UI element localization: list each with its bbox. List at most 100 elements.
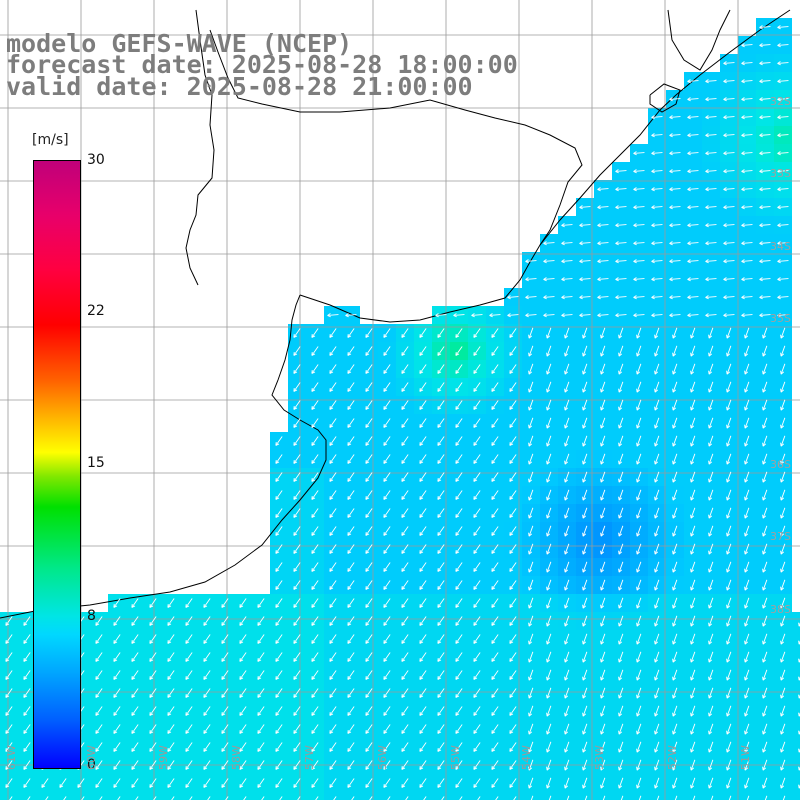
- wind-arrow: [708, 435, 714, 447]
- wind-arrow: [203, 688, 211, 698]
- wind-arrow: [759, 133, 771, 138]
- speed-cell: [144, 792, 162, 800]
- wind-arrow: [744, 741, 750, 753]
- wind-arrow: [579, 295, 591, 300]
- wind-arrow: [491, 778, 499, 788]
- wind-arrow: [401, 652, 409, 662]
- wind-arrow: [509, 634, 517, 644]
- wind-arrow: [618, 345, 624, 357]
- wind-arrow: [131, 724, 139, 734]
- wind-arrow: [437, 562, 445, 572]
- wind-arrow: [95, 634, 103, 644]
- wind-arrow: [239, 760, 247, 770]
- wind-arrow: [473, 346, 481, 356]
- wind-arrow: [383, 652, 391, 662]
- wind-arrow: [654, 705, 660, 717]
- speed-cell: [378, 792, 396, 800]
- wind-arrow: [672, 489, 678, 501]
- lat-label: 36S: [770, 458, 791, 471]
- wind-arrow: [546, 453, 552, 465]
- wind-arrow: [669, 205, 681, 210]
- wind-arrow: [618, 741, 624, 753]
- wind-arrow: [113, 778, 121, 788]
- wind-arrow: [741, 241, 753, 246]
- wind-arrow: [509, 328, 517, 338]
- wind-arrow: [513, 796, 517, 800]
- wind-arrow: [687, 133, 699, 138]
- wind-arrow: [561, 223, 573, 228]
- wind-arrow: [618, 669, 624, 681]
- wind-arrow: [455, 382, 463, 392]
- speed-cell: [126, 792, 144, 800]
- wind-arrow: [651, 151, 663, 156]
- wind-arrow: [633, 241, 645, 246]
- wind-arrow: [528, 417, 534, 429]
- wind-arrow: [131, 616, 139, 626]
- wind-arrow: [383, 400, 391, 410]
- wind-arrow: [636, 435, 642, 447]
- wind-arrow: [509, 580, 517, 590]
- wind-arrow: [690, 363, 696, 375]
- wind-arrow: [437, 598, 445, 608]
- wind-arrow: [5, 652, 13, 662]
- wind-arrow: [509, 454, 517, 464]
- wind-arrow: [419, 778, 427, 788]
- wind-arrow: [726, 363, 732, 375]
- wind-arrow: [780, 651, 786, 663]
- wind-arrow: [705, 133, 717, 138]
- wind-arrow: [329, 436, 337, 446]
- wind-arrow: [759, 79, 771, 84]
- wind-arrow: [365, 724, 373, 734]
- wind-arrow: [419, 472, 427, 482]
- wind-arrow: [491, 418, 499, 428]
- wind-arrow: [437, 616, 445, 626]
- wind-arrow: [777, 223, 789, 228]
- wind-arrow: [777, 61, 789, 66]
- wind-arrow: [347, 616, 355, 626]
- wind-arrow: [275, 490, 283, 500]
- wind-arrow: [744, 759, 750, 771]
- wind-arrow: [167, 634, 175, 644]
- wind-arrow: [477, 796, 481, 800]
- wind-arrow: [528, 453, 534, 465]
- wind-arrow: [690, 741, 696, 753]
- wind-arrow: [741, 259, 753, 264]
- wind-arrow: [690, 327, 696, 339]
- wind-arrow: [293, 328, 301, 338]
- wind-arrow: [455, 670, 463, 680]
- wind-arrow: [239, 634, 247, 644]
- wind-arrow: [636, 651, 642, 663]
- wind-arrow: [672, 471, 678, 483]
- wind-arrow: [311, 562, 319, 572]
- wind-arrow: [239, 724, 247, 734]
- wind-arrow: [672, 417, 678, 429]
- wind-arrow: [491, 724, 499, 734]
- wind-arrow: [275, 616, 283, 626]
- wind-arrow: [692, 795, 696, 800]
- wind-arrow: [419, 382, 427, 392]
- wind-arrow: [329, 508, 337, 518]
- wind-arrow: [311, 526, 319, 536]
- wind-arrow: [633, 223, 645, 228]
- wind-arrow: [618, 399, 624, 411]
- wind-arrow: [762, 381, 768, 393]
- wind-arrow: [329, 598, 337, 608]
- wind-arrow: [401, 616, 409, 626]
- wind-arrow: [723, 115, 735, 120]
- wind-arrow: [293, 418, 301, 428]
- wind-arrow: [636, 417, 642, 429]
- wind-arrow: [759, 223, 771, 228]
- wind-arrow: [762, 687, 768, 699]
- wind-arrow: [672, 561, 678, 573]
- wind-arrow: [437, 400, 445, 410]
- wind-arrow: [347, 724, 355, 734]
- wind-arrow: [473, 580, 481, 590]
- wind-arrow: [672, 399, 678, 411]
- wind-arrow: [419, 490, 427, 500]
- wind-arrow: [726, 615, 732, 627]
- speed-cell: [522, 792, 540, 800]
- wind-arrow: [762, 327, 768, 339]
- wind-arrow: [275, 724, 283, 734]
- wind-arrow: [780, 543, 786, 555]
- wind-arrow: [690, 561, 696, 573]
